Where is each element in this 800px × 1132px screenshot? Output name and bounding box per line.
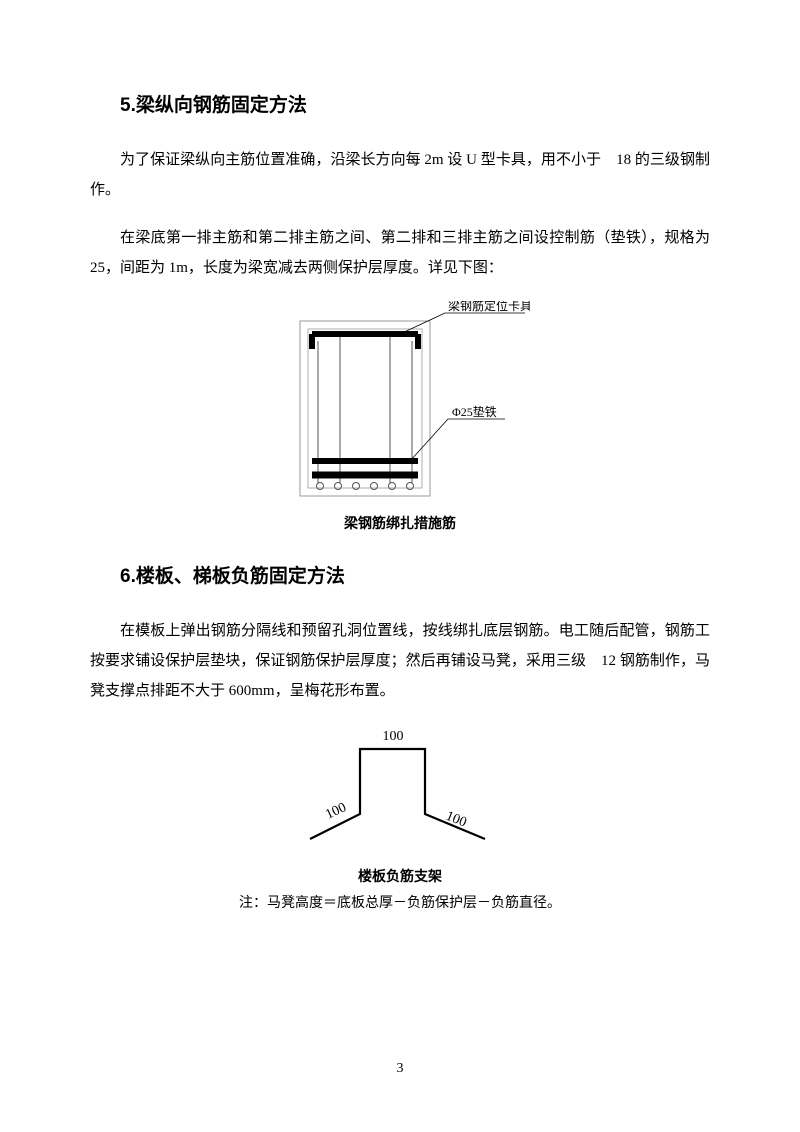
diagram-2-note: 注：马凳高度＝底板总厚－负筋保护层－负筋直径。 — [90, 892, 710, 912]
diagram-1-caption: 梁钢筋绑扎措施筋 — [90, 513, 710, 533]
section-6-para-1: 在模板上弹出钢筋分隔线和预留孔洞位置线，按线绑扎底层钢筋。电工随后配管，钢筋工按… — [90, 616, 710, 706]
diagram-1-label-top: 梁钢筋定位卡具 — [448, 301, 530, 313]
section-6-heading: 6.楼板、梯板负筋固定方法 — [120, 561, 710, 588]
diagram-2-dim-left: 100 — [323, 800, 348, 822]
section-5-para-1: 为了保证梁纵向主筋位置准确，沿梁长方向每 2m 设 U 型卡具，用不小于 18 … — [90, 145, 710, 205]
diagram-2-dim-top: 100 — [383, 729, 404, 744]
diagram-1-label-right: Φ25垫铁 — [452, 404, 497, 419]
section-5-para-2: 在梁底第一排主筋和第二排主筋之间、第二排和三排主筋之间设控制筋（垫铁），规格为 … — [90, 223, 710, 283]
beam-rebar-diagram: 梁钢筋定位卡具 Φ25垫铁 — [270, 301, 530, 501]
diagram-2-container: 100 100 100 — [90, 724, 710, 854]
diagram-1-container: 梁钢筋定位卡具 Φ25垫铁 — [90, 301, 710, 501]
slab-support-diagram: 100 100 100 — [285, 724, 515, 854]
diagram-2-dim-right: 100 — [444, 809, 469, 831]
diagram-2-caption: 楼板负筋支架 — [90, 866, 710, 886]
page-number: 3 — [0, 1061, 800, 1077]
section-5-heading: 5.梁纵向钢筋固定方法 — [120, 90, 710, 117]
